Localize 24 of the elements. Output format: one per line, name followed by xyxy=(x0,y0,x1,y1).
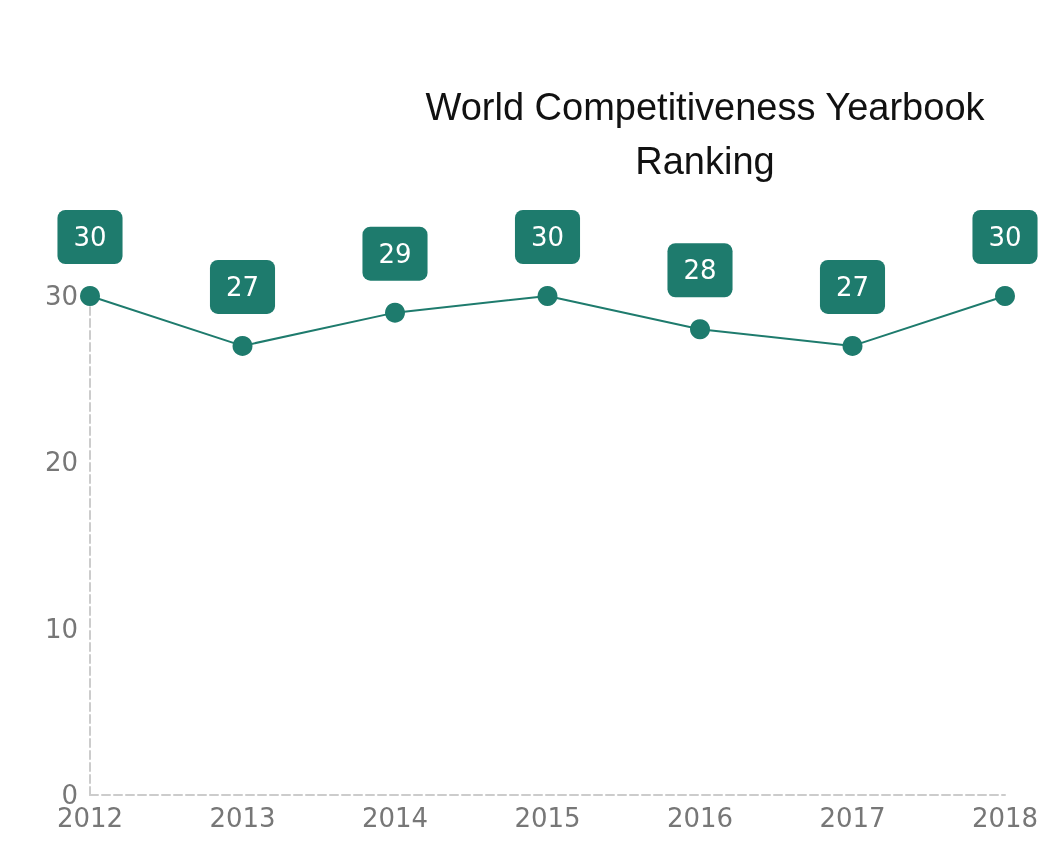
chart-title: World Competitiveness Yearbook Ranking xyxy=(425,86,986,182)
data-label: 27 xyxy=(225,271,260,302)
point xyxy=(385,302,405,323)
point xyxy=(232,335,253,356)
data-label: 29 xyxy=(378,238,412,269)
x-tick-label: 2014 xyxy=(361,803,429,833)
y-tick-label: 10 xyxy=(44,613,78,644)
x-tick-label: 2016 xyxy=(666,803,734,833)
data-label: 28 xyxy=(683,255,717,286)
point xyxy=(842,335,863,356)
point xyxy=(690,319,710,340)
data-label: 30 xyxy=(530,222,565,252)
point xyxy=(537,286,558,306)
point xyxy=(995,286,1015,306)
y-tick-label: 20 xyxy=(44,447,78,478)
data-label: 27 xyxy=(835,271,870,302)
data-label: 30 xyxy=(73,222,107,252)
x-tick-label: 2013 xyxy=(209,803,276,833)
point xyxy=(80,286,100,306)
data-label: 30 xyxy=(988,222,1022,252)
x-tick-label: 2015 xyxy=(514,803,581,833)
y-tick-label: 30 xyxy=(44,281,78,311)
x-tick-label: 2017 xyxy=(819,803,886,833)
x-tick-label: 2018 xyxy=(971,803,1039,833)
